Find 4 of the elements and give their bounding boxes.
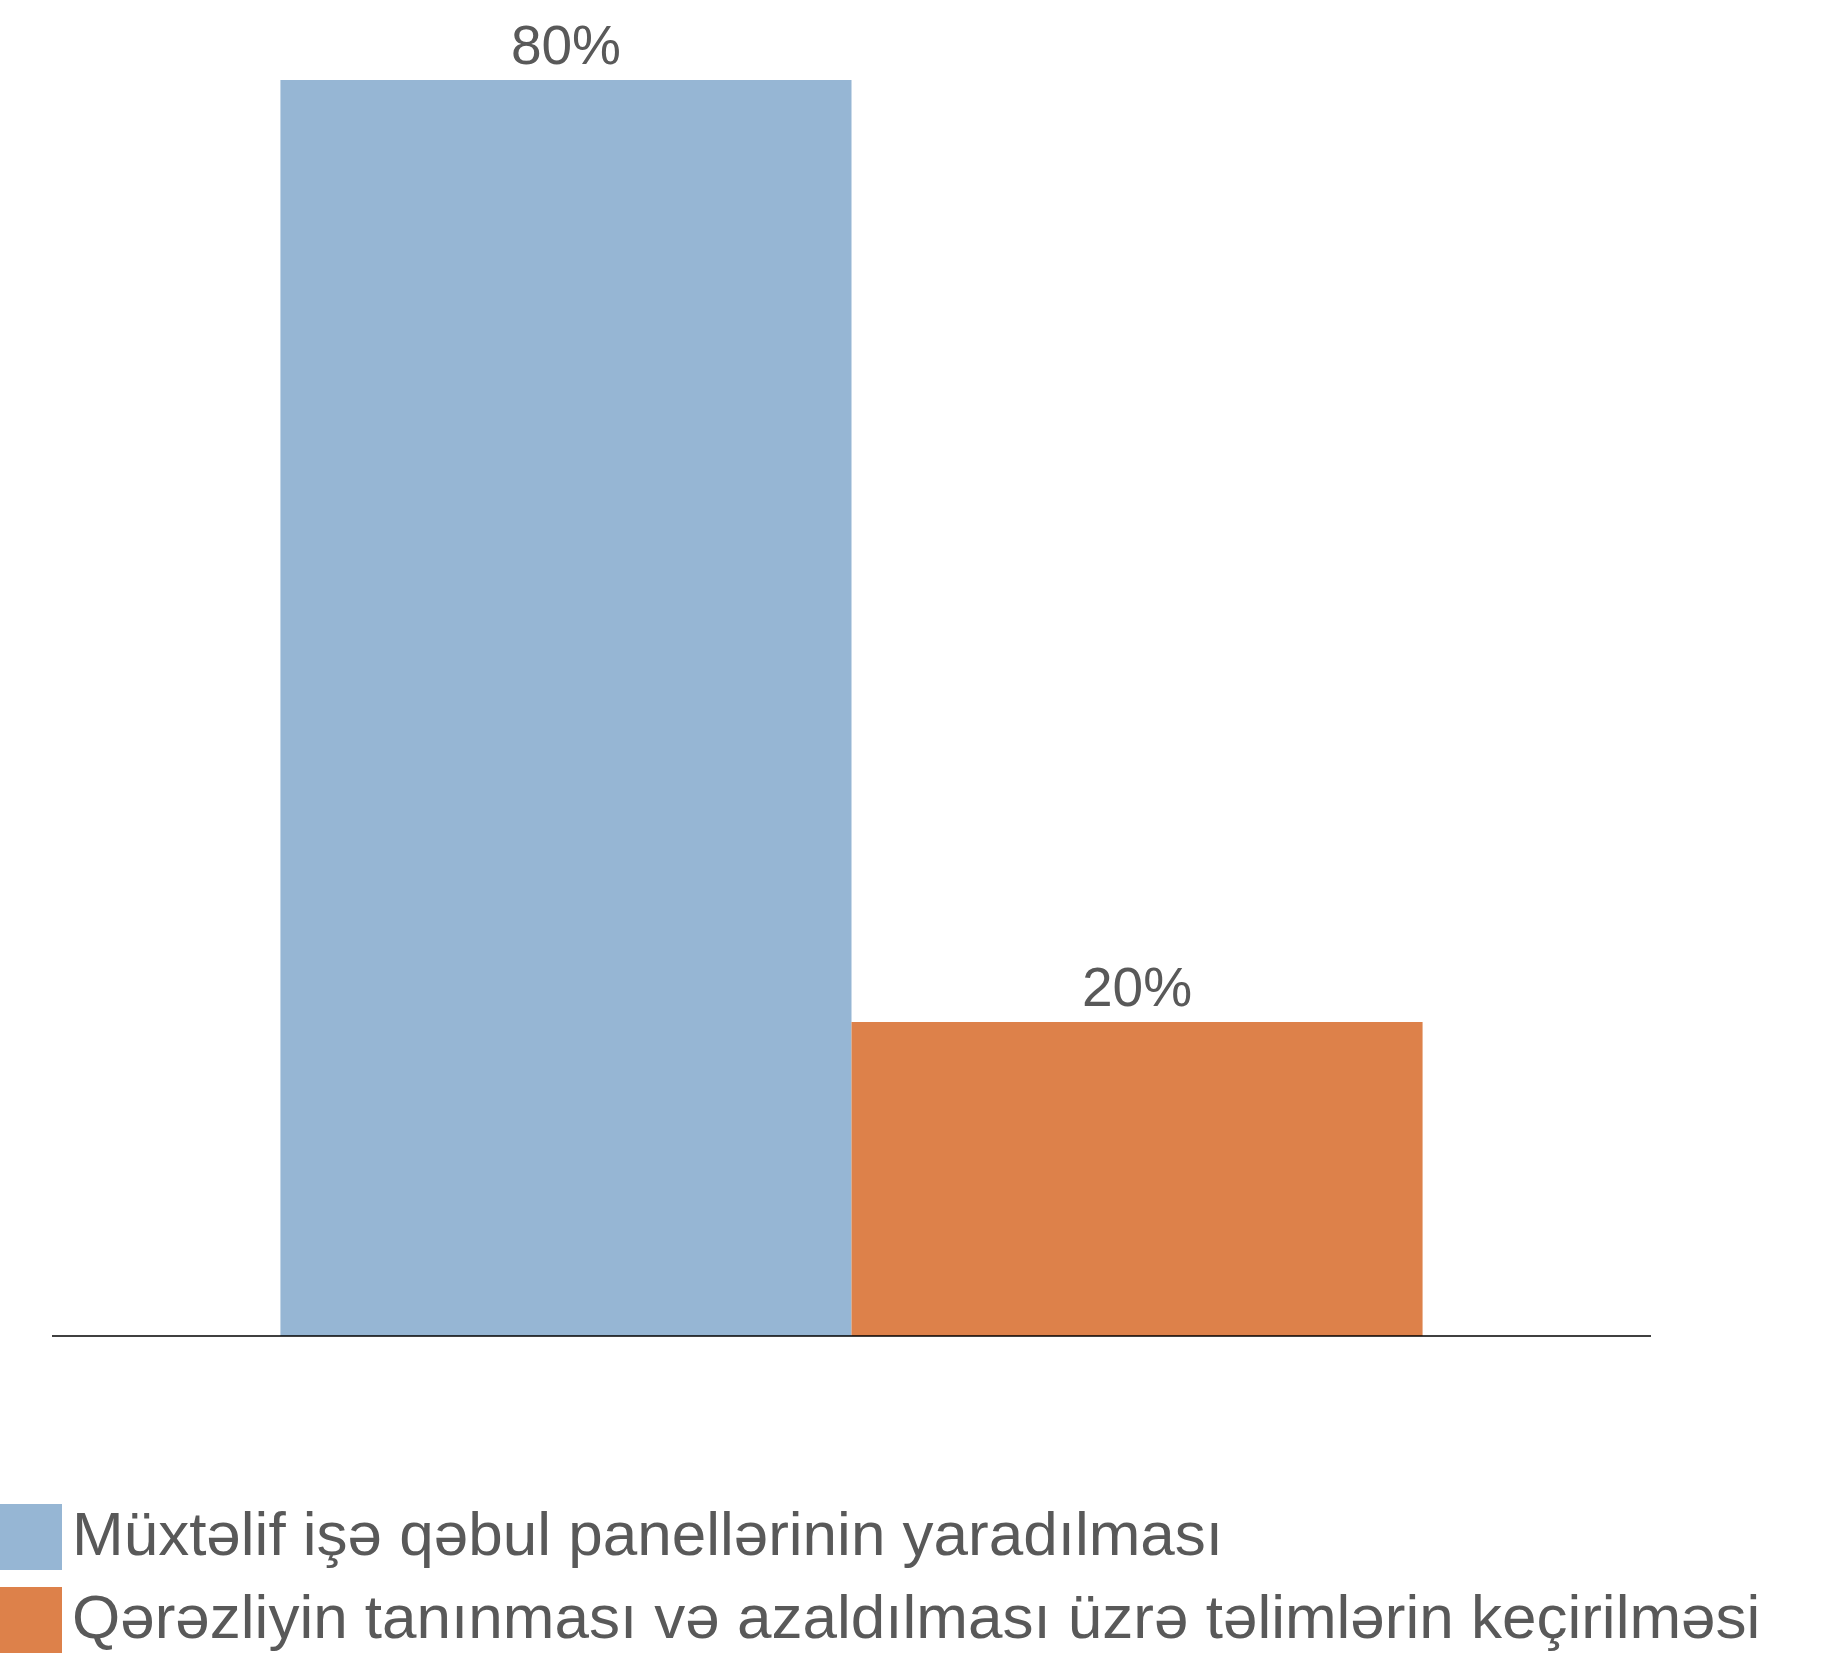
- legend-label: Qərəzliyin tanınması və azaldılması üzrə təlimlərin keçirilməsi: [72, 1582, 1761, 1651]
- data-label: 80%: [510, 14, 622, 76]
- data-label: 20%: [1081, 956, 1193, 1018]
- legend-label: Müxtəlif işə qəbul panellərinin yaradılması: [72, 1499, 1224, 1568]
